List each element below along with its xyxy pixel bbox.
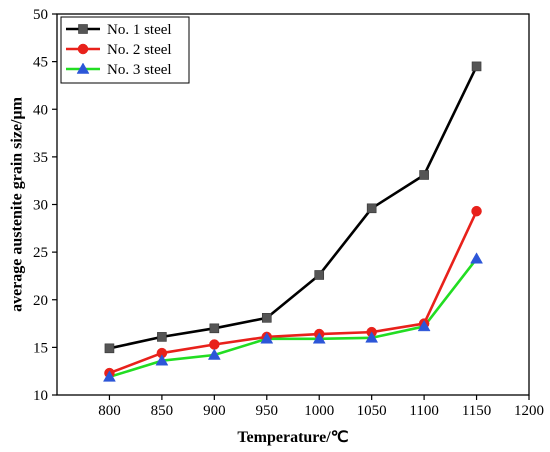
- legend-entry: No. 3 steel: [66, 62, 172, 78]
- legend-marker-circle-icon: [77, 43, 89, 55]
- y-tick-label: 20: [33, 293, 48, 309]
- legend-entry: No. 1 steel: [66, 22, 172, 38]
- x-tick-label: 900: [203, 403, 226, 419]
- x-tick-label: 1150: [462, 403, 491, 419]
- x-axis-title: Temperature/℃: [237, 429, 348, 446]
- chart-marks: [103, 61, 483, 382]
- y-tick-label: 45: [33, 55, 48, 71]
- x-tick-label: 1000: [304, 403, 334, 419]
- data-point-series-1: [157, 332, 167, 342]
- data-point-series-3: [470, 252, 483, 264]
- data-point-series-1: [209, 323, 220, 334]
- data-point-series-1: [471, 61, 482, 72]
- data-point-series-1: [314, 270, 325, 280]
- y-tick-label: 25: [33, 245, 48, 261]
- legend: No. 1 steel No. 2 steel No. 3 steel: [60, 16, 190, 84]
- data-point-series-3: [365, 331, 379, 343]
- y-tick-label: 40: [33, 102, 48, 118]
- x-tick-label: 1050: [357, 403, 387, 419]
- y-tick-label: 15: [33, 340, 48, 356]
- data-point-series-3: [312, 332, 326, 344]
- legend-marker-triangle-icon: [76, 62, 90, 74]
- chart-axes: 800 850 900 950 1000 1050 1100 1150 1200 10 15 20 25…: [33, 7, 544, 419]
- data-point-series-3: [417, 319, 431, 332]
- x-tick-label: 1200: [514, 403, 544, 419]
- y-tick-label: 35: [33, 150, 48, 166]
- data-point-series-3: [103, 370, 116, 382]
- y-tick-label: 50: [33, 7, 48, 23]
- data-point-series-3: [207, 348, 221, 360]
- data-point-series-2: [209, 339, 220, 350]
- series-line-2: [108, 210, 478, 375]
- data-point-series-1: [261, 313, 272, 323]
- x-tick-label: 950: [256, 403, 279, 419]
- legend-entry: No. 2 steel: [66, 42, 172, 58]
- x-tick-label: 1100: [409, 403, 438, 419]
- y-axis-title: average austenite grain size/μm: [9, 96, 26, 311]
- legend-label: No. 1 steel: [107, 22, 172, 38]
- legend-marker: [77, 43, 89, 55]
- x-tick-label: 850: [151, 403, 174, 419]
- y-tick-label: 10: [33, 388, 48, 404]
- legend-label: No. 2 steel: [107, 42, 172, 58]
- data-point-series-3: [260, 332, 274, 344]
- data-point-series-1: [104, 343, 115, 354]
- legend-label: No. 3 steel: [107, 62, 172, 78]
- x-tick-label: 800: [98, 403, 121, 419]
- series-line-3: [109, 257, 478, 379]
- legend-marker: [78, 24, 88, 34]
- data-point-series-3: [155, 354, 169, 366]
- legend-marker-square-icon: [78, 24, 88, 34]
- data-point-series-2: [471, 205, 482, 217]
- legend-marker: [76, 62, 90, 74]
- y-tick-label: 30: [33, 198, 48, 214]
- series-line-1: [109, 65, 478, 350]
- data-point-series-1: [419, 170, 429, 180]
- data-point-series-1: [366, 203, 377, 214]
